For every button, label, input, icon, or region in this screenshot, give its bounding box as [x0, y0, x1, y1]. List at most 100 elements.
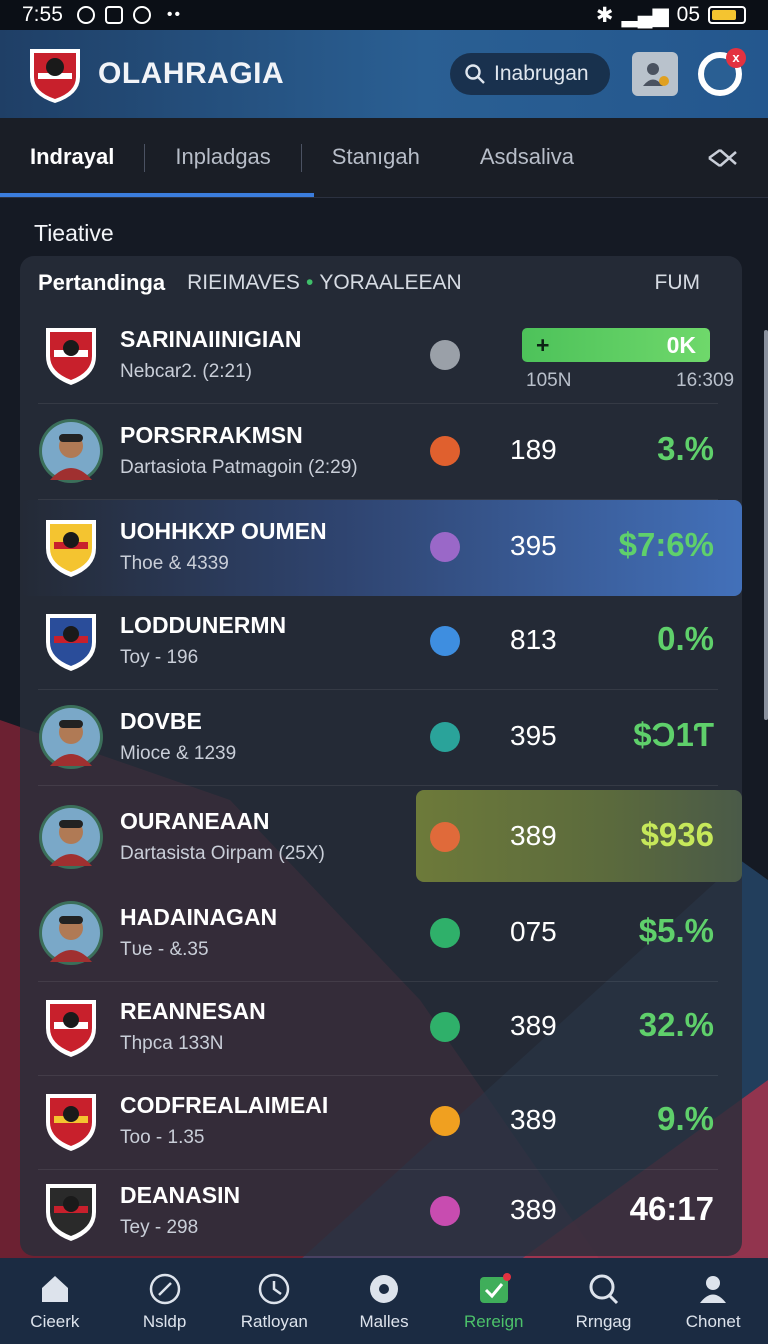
- player-avatar: [39, 805, 103, 869]
- row-names: UOHHKXP OUMEN Thoe & 4339: [120, 518, 327, 575]
- app-title: OLAHRAGIA: [98, 57, 285, 90]
- share-icon[interactable]: [706, 144, 740, 172]
- status-time: 7:55: [22, 3, 63, 26]
- nav-item-ratloyan[interactable]: Ratloyan: [219, 1258, 329, 1344]
- nav-item-cieerk[interactable]: Cieerk: [0, 1258, 110, 1344]
- search-placeholder: Inabrugan: [494, 62, 589, 85]
- match-row[interactable]: HADAINAGAN Tᴜe - &.35 075 $5.%: [20, 886, 742, 982]
- status-icon[interactable]: [430, 532, 460, 562]
- match-row[interactable]: DEANASIN Tey - 298 389 46:17: [20, 1164, 742, 1260]
- status-icon[interactable]: [430, 626, 460, 656]
- row-subtitle: Toy - 196: [120, 647, 199, 668]
- odds-sign: +: [536, 331, 550, 358]
- status-icon[interactable]: [430, 1196, 460, 1226]
- tab-inpladgas[interactable]: Inpladgas: [175, 143, 271, 169]
- row-subtitle: Dartasista Oirpam (25X): [120, 843, 325, 864]
- status-icon[interactable]: [430, 1012, 460, 1042]
- row-divider: [38, 499, 718, 500]
- search-icon: [465, 64, 485, 84]
- row-divider: [38, 785, 718, 786]
- match-row[interactable]: SARINAIINIGIAN Nebcar2. (2:21) +0K 105N 16:3…: [20, 308, 742, 404]
- row-percentage: $5.%: [638, 912, 714, 949]
- odds-badge[interactable]: +0K: [522, 328, 710, 362]
- row-subtitle: Too - 1.35: [120, 1127, 205, 1148]
- scrollbar[interactable]: [764, 330, 768, 720]
- team-crest-icon: [46, 1000, 96, 1057]
- row-divider: [38, 689, 718, 690]
- signal-text: 05: [676, 3, 700, 26]
- row-percentage: 0.%: [657, 620, 714, 657]
- team-crest-icon: [46, 328, 96, 385]
- bottom-nav: Cieerk Nsldp Ratloyan Malles Rereign Rrn…: [0, 1258, 768, 1344]
- row-names: CODFREALAIMEAI Too - 1.35: [120, 1092, 328, 1149]
- row-percentage: 46:17: [629, 1190, 714, 1227]
- check-icon: [479, 1273, 511, 1303]
- row-title: LODDUNERMN: [120, 612, 287, 638]
- row-stat: 813: [510, 624, 557, 655]
- nav-item-malles[interactable]: Malles: [329, 1258, 439, 1344]
- row-stat: 389: [510, 1104, 557, 1135]
- tab-indrayal[interactable]: Indrayal: [30, 143, 115, 169]
- status-icon[interactable]: [430, 918, 460, 948]
- nav-item-nsldp[interactable]: Nsldp: [110, 1258, 220, 1344]
- row-left-value: 105N: [526, 370, 572, 391]
- status-icon[interactable]: [430, 340, 460, 370]
- tab-active-indicator: [0, 193, 314, 197]
- panel-col3: FUM: [654, 271, 701, 294]
- row-subtitle: Thoe & 4339: [120, 553, 229, 574]
- app-notification-icon: [76, 6, 95, 24]
- team-crest-icon: [46, 614, 96, 671]
- row-title: CODFREALAIMEAI: [120, 1092, 329, 1118]
- match-row[interactable]: OURANEAAN Dartasista Oirpam (25X) 389 $936: [20, 790, 742, 886]
- tab-asdsaliva[interactable]: Asdsaliva: [479, 143, 575, 169]
- home-icon: [41, 1276, 68, 1302]
- row-title: UOHHKXP OUMEN: [120, 518, 327, 544]
- match-row[interactable]: DOVBE Mioce & 1239 395 $Ɔ1Ƭ: [20, 690, 742, 786]
- row-title: OURANEAAN: [120, 808, 270, 834]
- nav-item-chonet[interactable]: Chonet: [658, 1258, 768, 1344]
- row-title: DEANASIN: [120, 1182, 241, 1208]
- tab-stanigah[interactable]: Stanıgah: [331, 143, 420, 169]
- row-stat: 075: [510, 916, 557, 947]
- notification-badge: x: [726, 48, 746, 68]
- row-names: REANNESAN Thpca 133N: [120, 998, 266, 1055]
- row-stat: 395: [510, 530, 557, 561]
- row-title: REANNESAN: [120, 998, 266, 1024]
- clock-icon: [259, 1273, 290, 1305]
- row-stat: 389: [510, 1010, 557, 1041]
- row-names: HADAINAGAN Tᴜe - &.35: [120, 904, 277, 961]
- status-icon[interactable]: [430, 1106, 460, 1136]
- ball-icon: [370, 1275, 399, 1303]
- match-row[interactable]: PORSRRAKMSN Dartasiota Patmagoin (2:29) 18…: [20, 404, 742, 500]
- match-row[interactable]: REANNESAN Thpca 133N 389 32.%: [20, 980, 742, 1076]
- row-percentage: 32.%: [638, 1006, 714, 1043]
- status-icon[interactable]: [430, 436, 460, 466]
- player-avatar: [39, 901, 103, 965]
- search-input[interactable]: Inabrugan: [450, 53, 610, 95]
- row-stat: 395: [510, 720, 557, 751]
- row-percentage: 3.%: [657, 430, 714, 467]
- row-title: PORSRRAKMSN: [120, 422, 303, 448]
- row-subtitle: Thpca 133N: [120, 1033, 224, 1054]
- nav-item-rrngag[interactable]: Rrngag: [549, 1258, 659, 1344]
- profile-button[interactable]: [632, 52, 678, 96]
- status-icon[interactable]: [430, 722, 460, 752]
- player-avatar: [39, 419, 103, 483]
- status-icon[interactable]: [430, 822, 460, 852]
- row-percentage: 9.%: [657, 1100, 714, 1137]
- match-row[interactable]: LODDUNERMN Toy - 196 813 0.%: [20, 594, 742, 690]
- row-names: DOVBE Mioce & 1239: [120, 708, 236, 765]
- nav-item-rereign[interactable]: Rereign: [439, 1258, 549, 1344]
- row-names: PORSRRAKMSN Dartasiota Patmagoin (2:29): [120, 422, 358, 479]
- row-right-value: 16:309: [676, 370, 735, 391]
- app-logo-icon: [30, 49, 80, 103]
- user-icon: [700, 1276, 727, 1303]
- row-names: SARINAIINIGIAN Nebcar2. (2:21): [120, 326, 301, 383]
- row-title: DOVBE: [120, 708, 202, 734]
- team-crest-icon: [46, 1094, 96, 1151]
- team-crest-icon: [46, 520, 96, 577]
- match-row[interactable]: CODFREALAIMEAI Too - 1.35 389 9.%: [20, 1074, 742, 1170]
- match-row[interactable]: UOHHKXP OUMEN Thoe & 4339 395 $7:6%: [20, 500, 742, 596]
- row-stat: 389: [510, 820, 557, 851]
- notification-button[interactable]: x: [698, 48, 746, 96]
